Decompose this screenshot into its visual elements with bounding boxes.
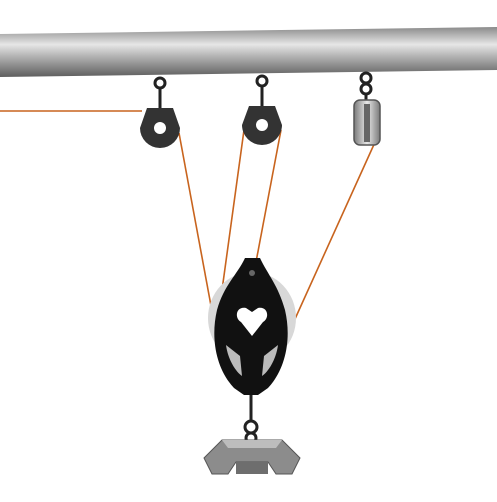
pulley-middle: [242, 106, 282, 145]
pulley-right: [353, 99, 381, 146]
lower-hook: [243, 395, 259, 445]
ropes: [0, 110, 377, 331]
pulley-left: [140, 108, 180, 148]
moving-block: [208, 258, 296, 395]
overhead-bar: [0, 27, 497, 77]
hooks: [153, 71, 373, 108]
load-bracket: [203, 439, 301, 475]
